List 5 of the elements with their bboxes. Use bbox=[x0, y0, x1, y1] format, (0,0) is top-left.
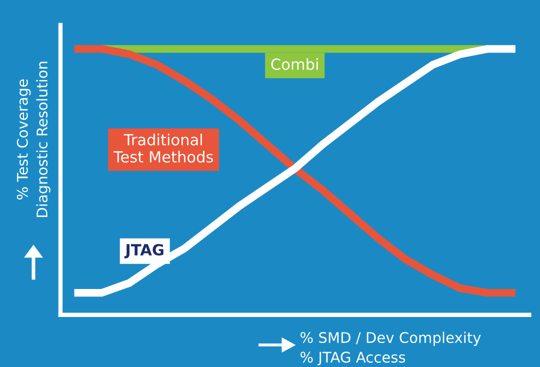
series-label: JTAG bbox=[124, 244, 164, 258]
series-label: Combi bbox=[271, 58, 318, 70]
series-label: Traditional Test Methods bbox=[113, 134, 213, 163]
x-axis-title: % SMD / Dev Complexity % JTAG Access bbox=[300, 332, 481, 366]
y-axis-title: % Test Coverage Diagnostic Resolution bbox=[16, 62, 50, 217]
